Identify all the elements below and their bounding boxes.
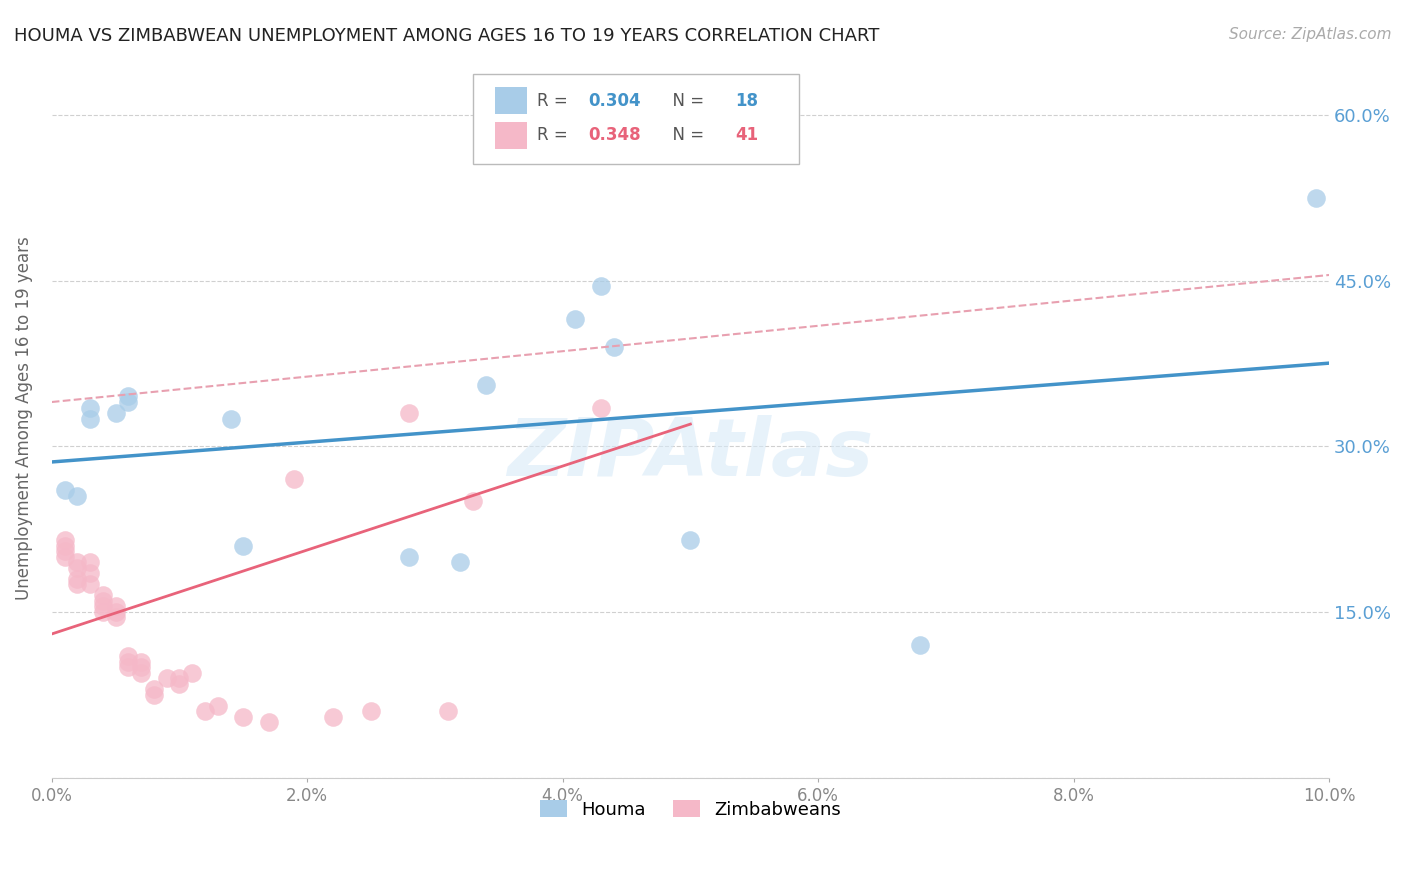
Point: [181, 665, 204, 680]
Point: [91, 599, 114, 614]
Point: [450, 555, 472, 569]
Point: [169, 671, 191, 685]
Point: [91, 594, 114, 608]
Text: ZIPAtlas: ZIPAtlas: [508, 416, 873, 493]
Point: [129, 665, 152, 680]
Point: [104, 605, 127, 619]
Point: [79, 401, 101, 415]
Text: 41: 41: [735, 127, 758, 145]
Point: [66, 489, 89, 503]
Text: HOUMA VS ZIMBABWEAN UNEMPLOYMENT AMONG AGES 16 TO 19 YEARS CORRELATION CHART: HOUMA VS ZIMBABWEAN UNEMPLOYMENT AMONG A…: [14, 27, 879, 45]
Point: [91, 605, 114, 619]
FancyBboxPatch shape: [474, 74, 799, 164]
Point: [117, 395, 139, 409]
Point: [104, 610, 127, 624]
Point: [910, 638, 932, 652]
Point: [436, 704, 458, 718]
Text: R =: R =: [537, 92, 574, 110]
Point: [66, 560, 89, 574]
Point: [91, 588, 114, 602]
Point: [142, 688, 165, 702]
Point: [117, 389, 139, 403]
Text: N =: N =: [662, 92, 710, 110]
Legend: Houma, Zimbabweans: Houma, Zimbabweans: [533, 793, 848, 826]
Point: [117, 648, 139, 663]
Point: [232, 539, 254, 553]
Point: [169, 676, 191, 690]
Point: [603, 340, 626, 354]
Point: [219, 411, 242, 425]
Point: [53, 533, 76, 547]
Point: [104, 406, 127, 420]
Point: [232, 710, 254, 724]
Bar: [495, 121, 527, 149]
Point: [142, 682, 165, 697]
Point: [79, 577, 101, 591]
Point: [53, 483, 76, 498]
Point: [66, 572, 89, 586]
Point: [475, 378, 498, 392]
Point: [564, 312, 586, 326]
Point: [53, 549, 76, 564]
Point: [1305, 191, 1327, 205]
Text: 0.348: 0.348: [588, 127, 641, 145]
Bar: [495, 87, 527, 114]
Y-axis label: Unemployment Among Ages 16 to 19 years: Unemployment Among Ages 16 to 19 years: [15, 236, 32, 600]
Point: [589, 279, 612, 293]
Point: [589, 401, 612, 415]
Text: 18: 18: [735, 92, 758, 110]
Text: R =: R =: [537, 127, 574, 145]
Text: Source: ZipAtlas.com: Source: ZipAtlas.com: [1229, 27, 1392, 42]
Point: [53, 539, 76, 553]
Text: N =: N =: [662, 127, 710, 145]
Point: [66, 555, 89, 569]
Point: [129, 655, 152, 669]
Point: [463, 494, 485, 508]
Point: [66, 577, 89, 591]
Point: [79, 555, 101, 569]
Point: [117, 660, 139, 674]
Point: [79, 566, 101, 581]
Point: [104, 599, 127, 614]
Point: [129, 660, 152, 674]
Text: 0.304: 0.304: [588, 92, 641, 110]
Point: [283, 472, 305, 486]
Point: [156, 671, 179, 685]
Point: [207, 698, 229, 713]
Point: [257, 715, 280, 730]
Point: [79, 411, 101, 425]
Point: [194, 704, 217, 718]
Point: [398, 406, 420, 420]
Point: [117, 655, 139, 669]
Point: [679, 533, 702, 547]
Point: [53, 544, 76, 558]
Point: [360, 704, 382, 718]
Point: [398, 549, 420, 564]
Point: [322, 710, 344, 724]
